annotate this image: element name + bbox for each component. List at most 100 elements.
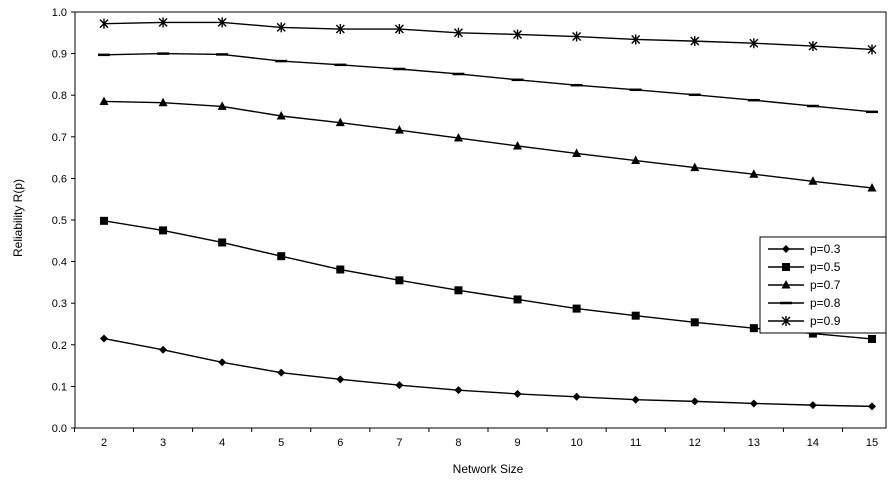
data-point [572, 31, 582, 42]
legend-item: p=0.3 [768, 242, 841, 256]
y-tick-label: 0.9 [52, 49, 67, 61]
data-point [159, 226, 168, 235]
data-point [454, 386, 463, 395]
x-tick-label: 12 [689, 437, 701, 449]
data-point [631, 155, 641, 165]
data-point [335, 117, 345, 127]
series-p=0.8 [98, 52, 878, 114]
data-point [159, 345, 168, 354]
x-tick-label: 7 [396, 437, 402, 449]
data-point [335, 24, 345, 35]
legend-swatch-marker [781, 280, 791, 289]
legend-label: p=0.7 [810, 278, 841, 292]
series-line [103, 220, 873, 340]
data-point [217, 101, 227, 110]
x-tick-label: 15 [866, 437, 878, 449]
legend-item: p=0.7 [768, 278, 841, 292]
data-point [867, 44, 877, 55]
data-point [336, 265, 345, 274]
series-p=0.3 [100, 334, 876, 411]
y-tick-label: 0.8 [52, 90, 67, 102]
data-point [336, 375, 345, 384]
data-point [631, 395, 640, 404]
data-point [99, 96, 109, 105]
data-point [749, 169, 759, 178]
plot-frame [74, 11, 887, 429]
data-point [100, 216, 108, 225]
x-tick-label: 3 [160, 437, 166, 449]
legend-item: p=0.9 [768, 314, 841, 328]
y-axis-title: Reliability R(p) [11, 179, 25, 257]
data-point [395, 276, 404, 285]
x-tick-label: 10 [570, 437, 582, 449]
data-point [453, 27, 463, 38]
data-point [749, 324, 758, 333]
data-point [217, 17, 227, 28]
legend-label: p=0.3 [810, 242, 841, 256]
legend-label: p=0.9 [810, 314, 841, 328]
series-line [103, 52, 873, 113]
y-tick-label: 0.3 [52, 298, 67, 310]
y-tick-label: 0.7 [52, 132, 67, 144]
data-point [99, 18, 109, 29]
axes: 0.0 0.1 0.2 0.3 0.4 0.5 0.6 0.7 0.8 0.9 1.0 2 3 4 5 6 7 8… [52, 7, 887, 449]
data-point [394, 24, 404, 35]
data-point [808, 41, 818, 52]
data-point [513, 389, 522, 398]
legend: p=0.3 p=0.5 p=0.7 p=0.8 p=0.9 [759, 236, 887, 334]
data-point [749, 399, 758, 408]
data-point [808, 401, 817, 410]
y-tick-label: 0.1 [52, 381, 67, 393]
series-line [103, 100, 873, 189]
y-tick-label: 0.6 [52, 173, 67, 185]
data-point [513, 29, 523, 40]
data-point [513, 295, 522, 304]
data-point [808, 329, 817, 338]
x-tick-label: 9 [514, 437, 520, 449]
series-p=0.5 [100, 216, 876, 343]
data-point [276, 22, 286, 33]
series-group [98, 17, 878, 411]
data-point [690, 397, 699, 406]
data-point [277, 252, 286, 261]
data-point [158, 97, 168, 107]
legend-swatch-marker [782, 263, 790, 271]
data-point [808, 176, 818, 185]
x-tick-label: 2 [101, 437, 107, 449]
data-point [453, 133, 463, 142]
data-point [513, 140, 523, 150]
data-point [631, 311, 640, 320]
series-line [103, 21, 873, 51]
legend-item: p=0.5 [768, 260, 841, 274]
data-point [218, 238, 227, 247]
data-point [394, 125, 404, 134]
series-line [103, 337, 873, 408]
data-point [868, 334, 876, 343]
y-tick-label: 0.4 [52, 257, 67, 269]
series-p=0.9 [99, 17, 877, 55]
legend-label: p=0.5 [810, 260, 841, 274]
data-point [395, 381, 404, 390]
series-p=0.7 [99, 96, 877, 192]
legend-item: p=0.8 [768, 296, 841, 310]
data-point [868, 402, 876, 411]
data-point [218, 358, 227, 367]
data-point [100, 334, 108, 343]
data-point [572, 304, 581, 313]
data-point [631, 34, 641, 45]
data-point [749, 38, 759, 49]
x-tick-label: 4 [219, 437, 225, 449]
data-point [454, 286, 463, 295]
y-tick-label: 0.0 [52, 423, 67, 435]
data-point [276, 111, 286, 120]
data-point [690, 162, 700, 172]
x-axis-title: Network Size [453, 462, 524, 476]
legend-swatch-marker [782, 245, 790, 253]
legend-label: p=0.8 [810, 296, 841, 310]
legend-swatch-marker [781, 316, 791, 326]
data-point [158, 17, 168, 28]
y-tick-label: 0.2 [52, 340, 67, 352]
data-point [277, 368, 286, 377]
